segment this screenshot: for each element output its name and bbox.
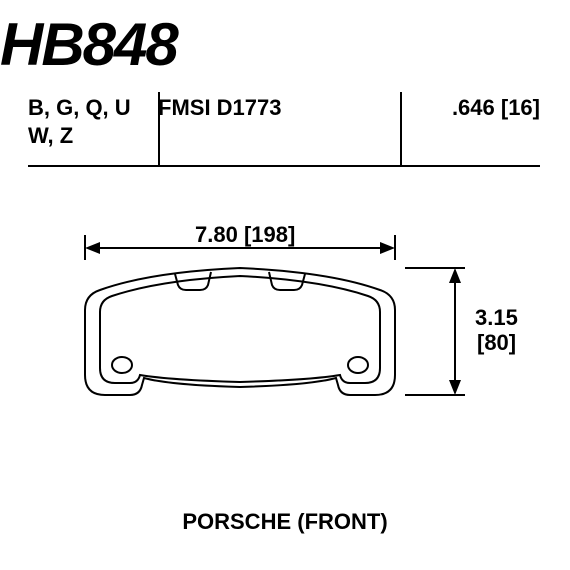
compounds-line1: B, G, Q, U — [28, 95, 158, 121]
spec-row: B, G, Q, U W, Z FMSI D1773 .646 [16] — [28, 95, 540, 149]
compounds-line2: W, Z — [28, 123, 158, 149]
vertical-divider-1 — [158, 92, 160, 165]
fmsi-value: FMSI D1773 — [158, 95, 282, 120]
vehicle-application: PORSCHE (FRONT) — [0, 509, 570, 535]
horizontal-divider — [28, 165, 540, 167]
height-mm: [80] — [477, 330, 516, 355]
width-mm: [198] — [244, 222, 295, 247]
thickness-column: .646 [16] — [378, 95, 540, 149]
svg-text:7.80 [198]: 7.80 [198] — [195, 222, 295, 247]
height-inches: 3.15 — [475, 305, 518, 330]
compounds-column: B, G, Q, U W, Z — [28, 95, 158, 149]
thickness-value: .646 [16] — [452, 95, 540, 120]
part-number: HB848 — [0, 10, 177, 79]
fmsi-column: FMSI D1773 — [158, 95, 378, 149]
height-dimension: 3.15 [80] — [405, 268, 518, 395]
width-dimension: 7.80 [198] — [85, 222, 395, 260]
width-inches: 7.80 — [195, 222, 238, 247]
vertical-divider-2 — [400, 92, 402, 165]
brake-pad-diagram: 7.80 [198] 3.15 [80] — [0, 200, 570, 480]
brake-pad-outline — [85, 268, 395, 395]
